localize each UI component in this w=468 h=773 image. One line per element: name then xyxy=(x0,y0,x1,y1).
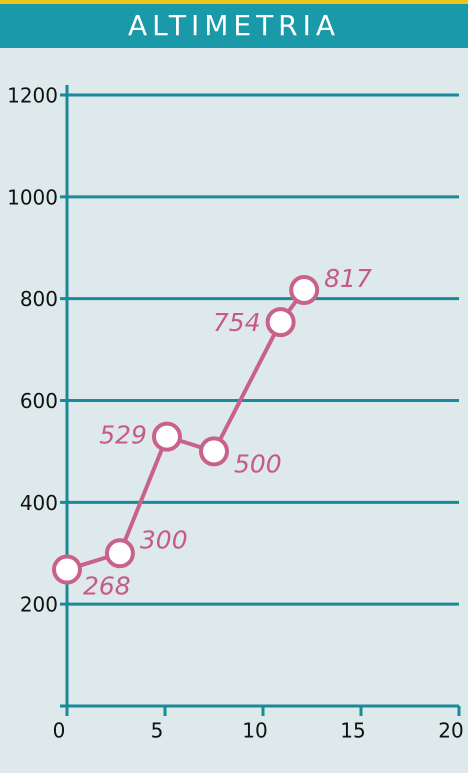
data-point xyxy=(199,436,229,467)
header-stripe xyxy=(0,0,468,4)
chart-title: ALTIMETRIA xyxy=(128,9,340,42)
data-point xyxy=(151,421,182,452)
y-tick-label: 1200 xyxy=(7,84,58,108)
data-label: 754 xyxy=(213,308,261,337)
data-point xyxy=(104,538,135,569)
data-label: 300 xyxy=(140,525,188,554)
header-bar xyxy=(0,0,468,48)
data-label: 817 xyxy=(324,264,372,293)
data-label: 500 xyxy=(234,449,282,478)
data-label: 268 xyxy=(83,572,131,601)
x-tick-label: 5 xyxy=(151,719,164,743)
y-tick-label: 800 xyxy=(20,287,58,311)
y-tick-label: 1000 xyxy=(7,185,58,209)
data-point xyxy=(289,275,320,306)
data-point xyxy=(52,554,82,585)
y-tick-label: 200 xyxy=(20,593,58,617)
y-tick-label: 400 xyxy=(20,491,58,515)
x-tick-label: 15 xyxy=(340,719,365,743)
x-tick-label: 0 xyxy=(53,719,66,743)
x-tick-label: 10 xyxy=(242,719,267,743)
data-label: 529 xyxy=(99,421,147,450)
x-tick-label: 20 xyxy=(438,719,463,743)
y-tick-label: 600 xyxy=(20,389,58,413)
data-point xyxy=(265,307,296,338)
